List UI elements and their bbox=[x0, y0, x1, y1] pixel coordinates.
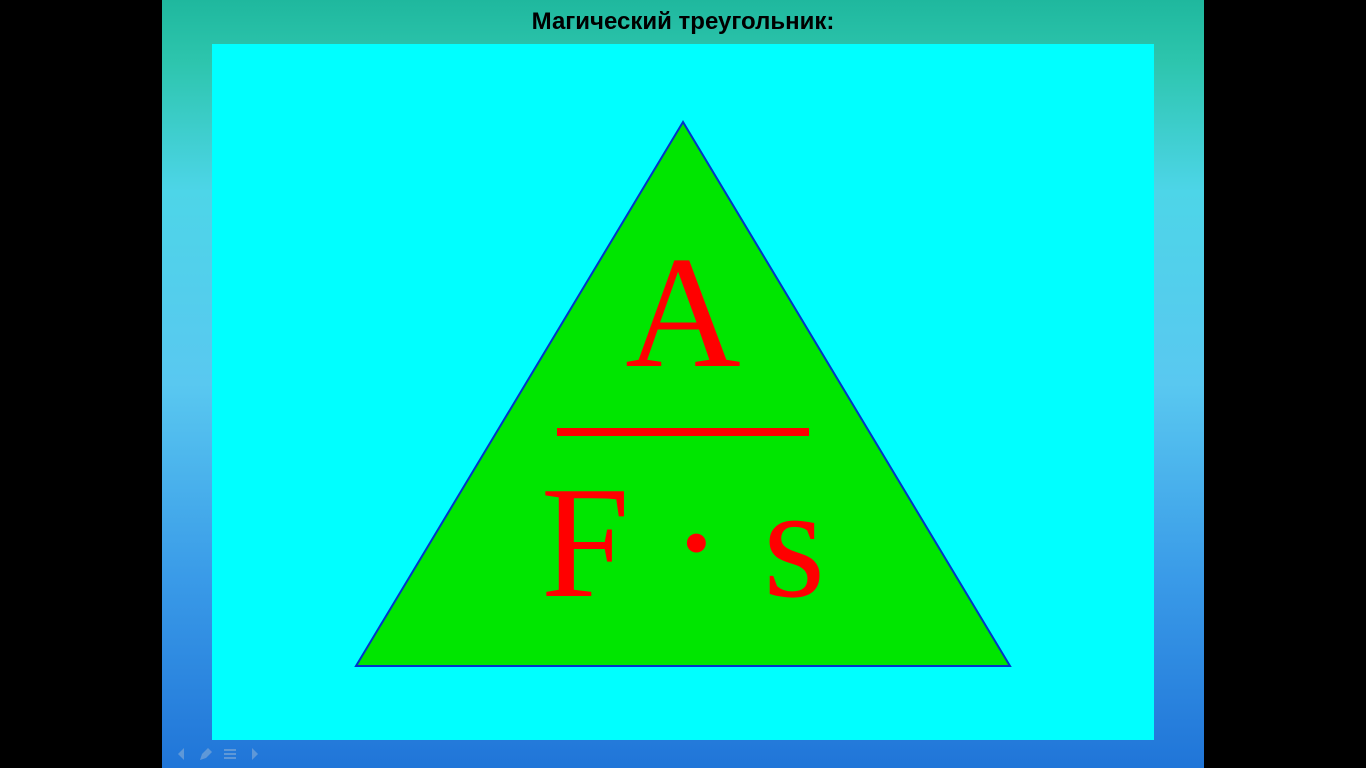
formula-divider bbox=[557, 428, 809, 436]
nav-controls bbox=[174, 746, 262, 762]
formula-numerator: A bbox=[212, 232, 1154, 392]
formula-denominator: F · s bbox=[212, 462, 1154, 622]
menu-icon[interactable] bbox=[222, 746, 238, 762]
slide-title: Магический треугольник: bbox=[162, 8, 1204, 36]
slide-container: Магический треугольник: A F · s bbox=[162, 0, 1204, 768]
pen-icon[interactable] bbox=[198, 746, 214, 762]
prev-slide-icon[interactable] bbox=[174, 746, 190, 762]
content-box: A F · s bbox=[212, 44, 1154, 740]
next-slide-icon[interactable] bbox=[246, 746, 262, 762]
